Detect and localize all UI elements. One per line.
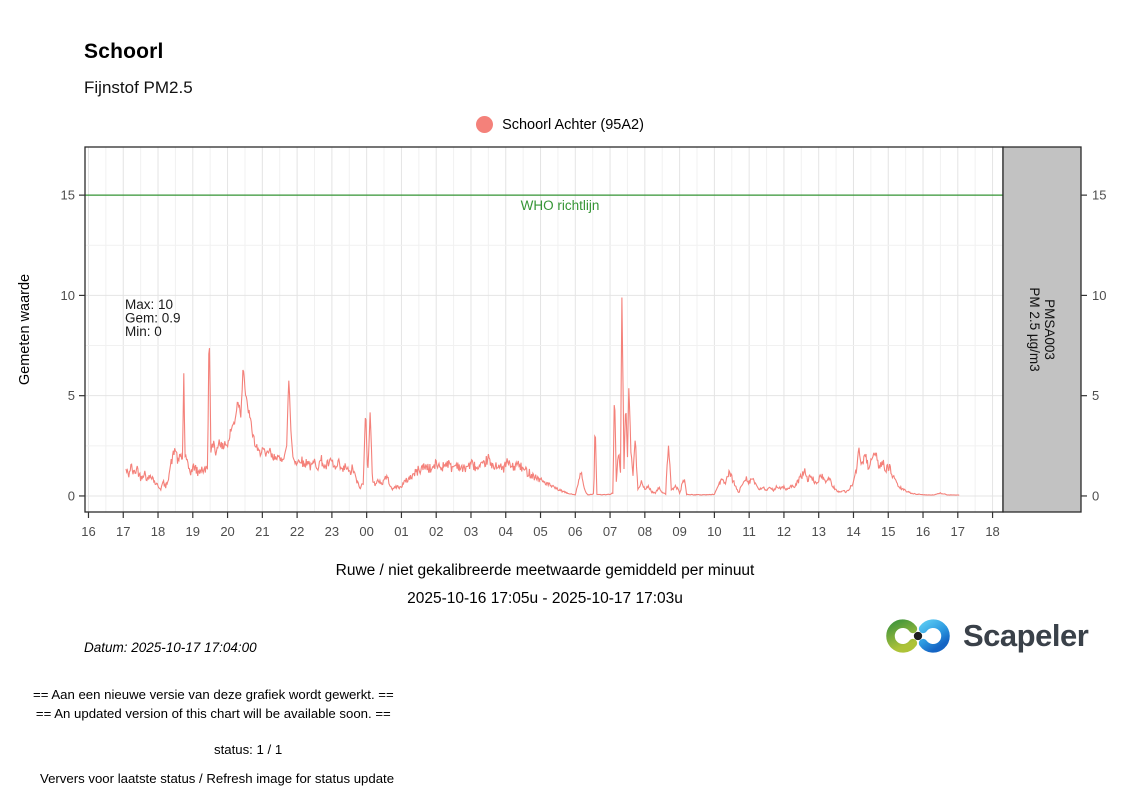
x-axis-tick-label: 22 — [290, 524, 304, 539]
y-axis-title: Gemeten waarde — [17, 274, 33, 385]
x-axis-tick-label: 05 — [533, 524, 547, 539]
x-axis-tick-label: 07 — [603, 524, 617, 539]
caption-measurement-type: Ruwe / niet gekalibreerde meetwaarde gem… — [335, 562, 755, 579]
notice-block: == Aan een nieuwe versie van deze grafie… — [33, 686, 394, 723]
x-axis-tick-label: 03 — [464, 524, 478, 539]
x-axis-tick-label: 20 — [220, 524, 234, 539]
x-axis-tick-label: 13 — [811, 524, 825, 539]
x-axis-tick-label: 00 — [359, 524, 373, 539]
y-axis-tick-label-left: 10 — [61, 288, 75, 303]
x-axis-tick-label: 21 — [255, 524, 269, 539]
refresh-hint-text: Ververs voor laatste status / Refresh im… — [40, 771, 395, 786]
x-axis-tick-label: 04 — [499, 524, 513, 539]
x-axis-tick-label: 11 — [742, 524, 756, 539]
y-axis-tick-label-right: 15 — [1092, 188, 1106, 203]
x-axis-tick-label: 12 — [777, 524, 791, 539]
notice-en: == An updated version of this chart will… — [35, 705, 391, 721]
x-axis-tick-label: 02 — [429, 524, 443, 539]
x-axis-tick-label: 16 — [916, 524, 930, 539]
who-guideline-label: WHO richtlijn — [521, 198, 600, 213]
datum-timestamp: Datum: 2025-10-17 17:04:00 — [84, 640, 257, 655]
caption-time-range: 2025-10-16 17:05u - 2025-10-17 17:03u — [407, 590, 683, 607]
x-axis-tick-label: 18 — [151, 524, 165, 539]
scapeler-infinity-icon — [886, 619, 950, 653]
brand-logo: Scapeler — [882, 609, 1089, 663]
series-line — [125, 297, 960, 496]
x-axis-tick-label: 17 — [116, 524, 130, 539]
y-axis-tick-label-left: 5 — [68, 388, 75, 403]
stats-annotation: Min: 0 — [125, 324, 162, 339]
brand-wordmark: Scapeler — [963, 618, 1089, 653]
x-axis-tick-label: 01 — [394, 524, 408, 539]
stats-annotation: Gem: 0.9 — [125, 311, 181, 326]
status-text: status: 1 / 1 — [214, 742, 283, 757]
y-axis-tick-label-right: 0 — [1092, 488, 1099, 503]
legend-label: Schoorl Achter (95A2) — [502, 116, 644, 133]
page-subtitle: Fijnstof PM2.5 — [84, 78, 193, 97]
x-axis-tick-label: 23 — [325, 524, 339, 539]
x-axis-tick-label: 10 — [707, 524, 721, 539]
x-axis-tick-label: 19 — [186, 524, 200, 539]
x-axis-tick-label: 08 — [638, 524, 652, 539]
stats-annotation: Max: 10 — [125, 297, 173, 312]
facet-strip-label: PMSA003PM 2.5 µg/m3 — [1027, 287, 1057, 371]
page-title: Schoorl — [84, 40, 164, 63]
x-axis-tick-label: 09 — [672, 524, 686, 539]
x-axis-tick-label: 06 — [568, 524, 582, 539]
chart-legend: Schoorl Achter (95A2) — [0, 116, 1120, 133]
x-axis-tick-label: 15 — [881, 524, 895, 539]
notice-nl: == Aan een nieuwe versie van deze grafie… — [33, 687, 394, 702]
y-axis-tick-label-right: 5 — [1092, 388, 1099, 403]
x-axis-tick-label: 16 — [81, 524, 95, 539]
facet-strip — [1002, 146, 1082, 513]
x-axis-tick-label: 14 — [846, 524, 860, 539]
x-axis-tick-label: 18 — [985, 524, 999, 539]
legend-dot-icon — [476, 116, 494, 133]
plot-panel — [85, 147, 1003, 512]
x-axis-tick-label: 17 — [951, 524, 965, 539]
chart-caption: Ruwe / niet gekalibreerde meetwaarde gem… — [0, 562, 1090, 608]
y-axis-tick-label-left: 15 — [61, 188, 75, 203]
y-axis-tick-label-right: 10 — [1092, 288, 1106, 303]
y-axis-tick-label-left: 0 — [68, 488, 75, 503]
